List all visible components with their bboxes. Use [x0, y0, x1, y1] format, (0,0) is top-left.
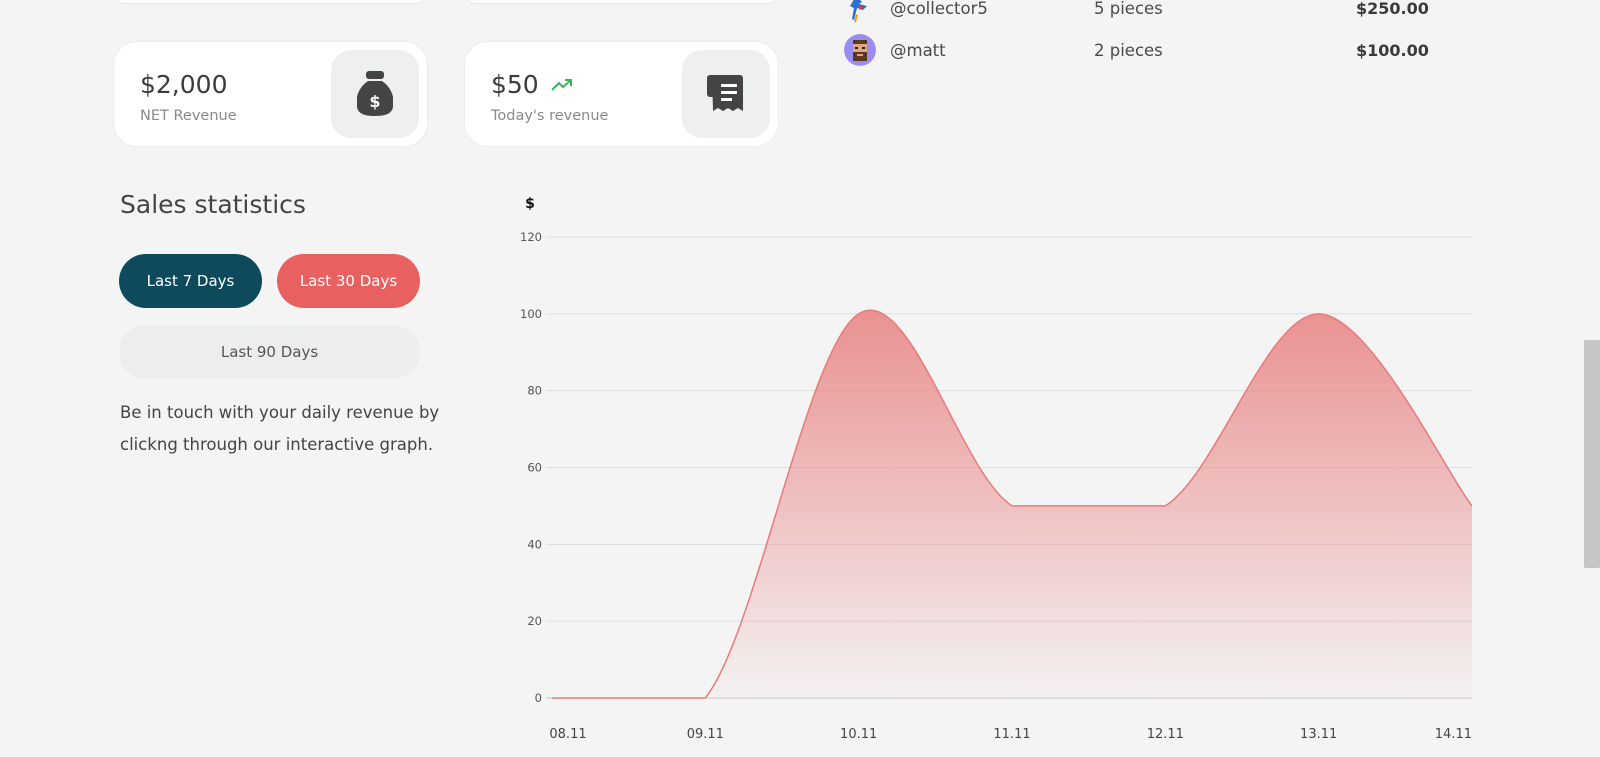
- area-fill: [552, 310, 1472, 698]
- buyer-handle[interactable]: @collector5: [890, 0, 988, 18]
- money-bag-icon-box: $: [331, 50, 419, 138]
- todays-revenue-card: $50 Today's revenue: [464, 41, 779, 147]
- bearded-man-avatar: [844, 34, 876, 66]
- y-tick-label: 0: [535, 691, 542, 705]
- trending-up-icon: [551, 78, 572, 91]
- money-bag-icon: $: [357, 71, 393, 116]
- x-tick-label: 10.11: [840, 727, 877, 742]
- net-revenue-label: NET Revenue: [140, 108, 237, 124]
- last-7-days-button[interactable]: Last 7 Days: [119, 254, 262, 308]
- buyer-amount: $250.00: [1356, 0, 1429, 18]
- buyer-amount: $100.00: [1356, 40, 1429, 60]
- page-scrollbar[interactable]: [1584, 340, 1600, 568]
- card-stub-left: [113, 0, 428, 4]
- y-tick-label: 80: [527, 384, 542, 398]
- last-90-days-button[interactable]: Last 90 Days: [119, 325, 420, 379]
- todays-revenue-value: $50: [491, 70, 539, 99]
- revenue-chart[interactable]: $0 20 40 60 80 100 120 08.11 09.11 10.11 11.11 12.1…: [500, 190, 1480, 750]
- buyer-pieces: 2 pieces: [1094, 40, 1163, 60]
- sales-statistics-title: Sales statistics: [120, 190, 306, 219]
- y-axis-label: $: [525, 196, 535, 212]
- card-stub-right: [464, 0, 779, 4]
- receipt-icon: [707, 75, 743, 111]
- bird-avatar: [844, 0, 876, 24]
- y-tick-label: 40: [527, 537, 542, 551]
- y-tick-label: 20: [527, 614, 542, 628]
- buyer-row[interactable]: @matt 2 pieces $100.00: [844, 34, 1429, 66]
- buyer-handle[interactable]: @matt: [890, 40, 946, 60]
- x-tick-label: 08.11: [549, 727, 586, 742]
- net-revenue-card: $2,000 NET Revenue $: [113, 41, 428, 147]
- last-30-days-button[interactable]: Last 30 Days: [277, 254, 420, 308]
- x-tick-label: 11.11: [993, 727, 1030, 742]
- receipt-icon-box: [682, 50, 770, 138]
- todays-revenue-label: Today's revenue: [491, 108, 609, 124]
- net-revenue-value: $2,000: [140, 70, 228, 99]
- x-tick-label: 14.11: [1435, 727, 1472, 742]
- y-tick-label: 60: [527, 461, 542, 475]
- sales-description: Be in touch with your daily revenue by c…: [120, 403, 440, 454]
- buyer-row[interactable]: @collector5 5 pieces $250.00: [844, 0, 1429, 24]
- y-tick-label: 120: [520, 230, 542, 244]
- y-tick-label: 100: [520, 307, 542, 321]
- series-line: [552, 309, 1473, 699]
- buyer-pieces: 5 pieces: [1094, 0, 1163, 18]
- x-tick-label: 12.11: [1147, 727, 1184, 742]
- x-tick-label: 09.11: [687, 727, 724, 742]
- svg-text:$: $: [369, 92, 380, 111]
- x-tick-label: 13.11: [1300, 727, 1337, 742]
